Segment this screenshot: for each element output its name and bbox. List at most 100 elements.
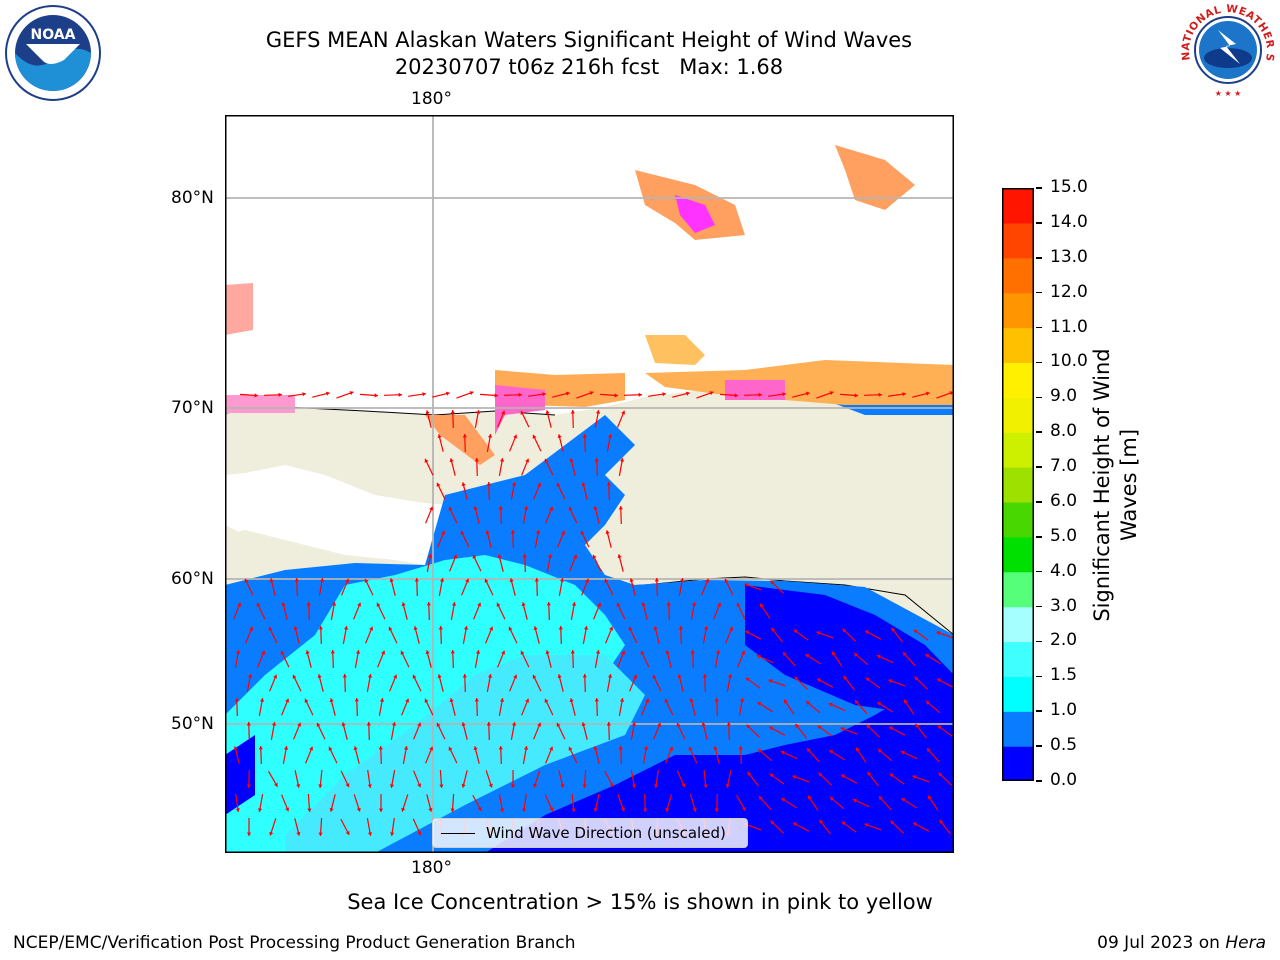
wave-direction-arrowhead: [889, 726, 893, 731]
wave-direction-arrowhead: [520, 650, 525, 655]
colorbar-tick-label: 4.0: [1050, 560, 1078, 581]
wave-direction-arrowhead: [544, 698, 549, 703]
wave-direction-arrowhead: [318, 832, 323, 836]
footer-branch: NCEP/EMC/Verification Post Processing Pr…: [13, 933, 576, 953]
colorbar-tick-mark: [1036, 222, 1042, 224]
wave-direction-arrowhead: [367, 832, 373, 836]
wave-direction-arrowhead: [417, 783, 422, 788]
wave-direction-arrowhead: [381, 650, 386, 655]
wave-direction-arrowhead: [445, 391, 450, 396]
wave-direction-arrowhead: [557, 674, 562, 679]
colorbar-tick-mark: [1036, 536, 1042, 538]
map-title: GEFS MEAN Alaskan Waters Significant Hei…: [265, 28, 913, 52]
wave-direction-arrowhead: [533, 783, 538, 788]
footer-date: 09 Jul 2023 on Hera: [1097, 933, 1266, 953]
wave-direction-arrowhead: [268, 626, 273, 631]
wave-direction-arrowhead: [631, 722, 637, 726]
wave-direction-arrowhead: [617, 554, 622, 559]
wave-direction-arrowhead: [549, 807, 554, 812]
wave-direction-arrowhead: [369, 626, 374, 631]
wave-direction-arrowhead: [510, 784, 516, 788]
colorbar-tick-mark: [1036, 466, 1042, 468]
wave-direction-arrowhead: [669, 746, 674, 751]
wave-direction-arrowhead: [805, 391, 810, 396]
wave-direction-arrowhead: [876, 654, 881, 659]
wave-direction-arrowhead: [926, 701, 931, 705]
wave-direction-arrowhead: [925, 391, 930, 396]
wave-direction-arrowhead: [745, 677, 750, 682]
wave-direction-arrowhead: [878, 392, 882, 397]
wave-direction-arrowhead: [427, 554, 433, 558]
wind-wave-arrows: [233, 391, 954, 837]
wave-direction-arrowhead: [770, 820, 775, 825]
wave-direction-arrowhead: [293, 626, 298, 631]
wave-direction-arrowhead: [532, 674, 537, 679]
wave-direction-arrowhead: [866, 724, 871, 729]
colorbar-tick-mark: [1036, 187, 1042, 189]
wave-direction-arrowhead: [246, 832, 252, 836]
wave-direction-arrowhead: [747, 771, 752, 776]
wave-direction-arrowhead: [685, 391, 690, 396]
wave-direction-arrowhead: [451, 602, 457, 606]
wave-direction-arrowhead: [689, 698, 694, 703]
wave-direction-arrowhead: [841, 774, 845, 779]
wave-direction-arrowhead: [760, 603, 764, 608]
colorbar-tick-mark: [1036, 710, 1042, 712]
wave-direction-arrowhead: [631, 784, 637, 788]
wave-direction-arrowhead: [439, 578, 445, 582]
wave-direction-arrowhead: [345, 578, 350, 583]
wave-direction-arrowhead: [487, 434, 493, 438]
wave-direction-arrowhead: [473, 506, 478, 511]
wave-direction-arrowhead: [547, 554, 553, 558]
wave-direction-arrowhead: [703, 784, 708, 788]
wave-direction-arrowhead: [469, 391, 474, 396]
wave-direction-arrowhead: [793, 822, 797, 827]
wave-direction-arrowhead: [341, 722, 346, 727]
wave-direction-arrowhead: [593, 808, 598, 812]
wave-direction-arrowhead: [865, 630, 869, 635]
wave-direction-arrowhead: [725, 784, 730, 788]
wave-direction-arrowhead: [304, 698, 309, 703]
wave-direction-arrowhead: [816, 631, 821, 636]
lon-label-top: 180°: [411, 89, 452, 109]
wave-direction-arrowhead: [390, 832, 395, 836]
wave-direction-arrowhead: [628, 626, 633, 631]
colorbar-tick-mark: [1036, 361, 1042, 364]
wave-direction-arrowhead: [374, 393, 378, 398]
lon-label-bottom: 180°: [411, 858, 452, 878]
wave-direction-arrowhead: [461, 482, 466, 487]
wave-direction-arrowhead: [805, 654, 810, 658]
colorbar-cell: [1002, 641, 1033, 677]
wave-direction-arrowhead: [499, 808, 505, 812]
wave-direction-arrowhead: [429, 506, 434, 511]
wave-direction-arrowhead: [532, 434, 537, 439]
map-legend: Wind Wave Direction (unscaled): [432, 818, 748, 848]
wave-direction-arrowhead: [568, 746, 573, 751]
wave-direction-arrowhead: [462, 674, 467, 678]
wave-direction-arrowhead: [808, 795, 812, 800]
wave-direction-arrowhead: [325, 391, 330, 396]
wave-direction-arrowhead: [461, 722, 466, 727]
wave-direction-arrowhead: [582, 674, 587, 678]
wave-direction-arrowhead: [319, 578, 325, 582]
wave-direction-arrowhead: [525, 698, 530, 703]
wave-direction-arrowhead: [424, 458, 429, 463]
wave-direction-arrowhead: [792, 775, 797, 780]
colorbar-cell: [1002, 536, 1033, 573]
wave-direction-arrowhead: [571, 808, 576, 812]
wave-direction-arrowhead: [549, 506, 554, 511]
colorbar-tick-mark: [1036, 570, 1042, 573]
wave-direction-arrowhead: [570, 650, 575, 654]
wave-direction-arrowhead: [558, 626, 563, 630]
colorbar-cell: [1002, 222, 1033, 259]
wave-direction-arrowhead: [522, 808, 527, 812]
wave-direction-arrowhead: [489, 626, 494, 631]
colorbar-tick-mark: [1036, 640, 1042, 643]
wave-direction-arrowhead: [309, 746, 314, 751]
colorbar-cell: [1002, 432, 1033, 468]
wave-direction-arrowhead: [487, 674, 493, 678]
nws-logo: NATIONAL WEATHER SERVICE ★ ★ ★: [1178, 0, 1276, 98]
wave-direction-arrowhead: [449, 458, 454, 463]
colorbar-tick-label: 15.0: [1050, 177, 1088, 197]
wave-direction-arrowhead: [501, 410, 506, 415]
